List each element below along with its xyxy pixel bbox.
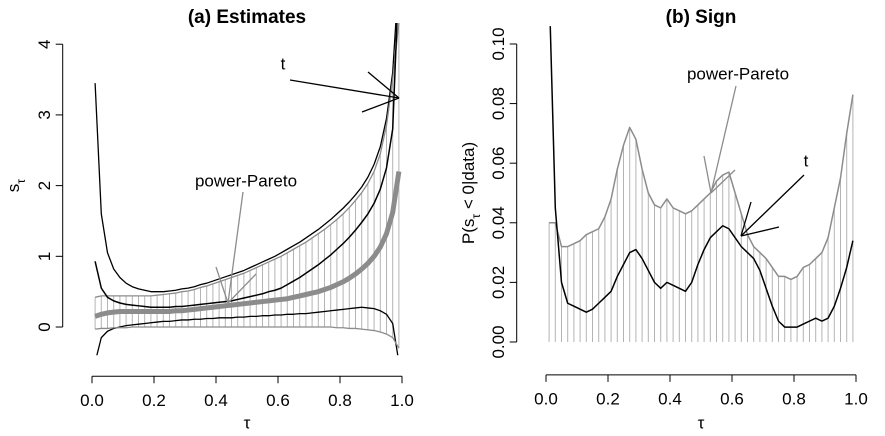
chart-title: (b) Sign [666, 7, 737, 28]
interval-line [95, 326, 400, 349]
plot-area [94, 23, 402, 356]
annotation: t [281, 54, 286, 73]
annotation-arrow [227, 191, 244, 304]
annotation: t [804, 151, 809, 170]
y-axis-label-part: < 0|data) [459, 142, 478, 214]
estimate-line [549, 94, 854, 281]
y-tick-label: 0.10 [489, 27, 508, 60]
x-tick-label: 0.0 [80, 391, 104, 410]
y-tick-label: 2 [35, 181, 54, 190]
annotation-arrow [367, 71, 400, 99]
estimate-line [94, 171, 402, 319]
interval-line [94, 23, 397, 293]
y-axis-label-part: τ [14, 179, 28, 184]
y-tick-label: 0.08 [489, 87, 508, 120]
x-tick-label: 0.0 [534, 389, 558, 408]
plot-area [548, 26, 854, 342]
y-axis-label: sτ [4, 179, 28, 193]
x-tick-label: 0.4 [204, 391, 228, 410]
annotation: power-Pareto [687, 64, 789, 83]
annotation-arrow [289, 79, 400, 99]
annotation-arrow [740, 201, 752, 237]
annotation-arrow [710, 169, 736, 194]
y-tick-label: 0.00 [489, 325, 508, 358]
annotation-arrow [740, 174, 805, 237]
x-tick-label: 0.6 [266, 391, 290, 410]
estimate-line [549, 26, 854, 328]
y-tick-label: 0.04 [489, 206, 508, 239]
y-tick-label: 0.06 [489, 147, 508, 180]
y-axis-label-part: s [4, 184, 23, 193]
y-tick-label: 0.02 [489, 266, 508, 299]
annotation: power-Pareto [195, 171, 297, 190]
annotation-arrow [215, 266, 229, 304]
annotation-arrow [703, 155, 712, 194]
y-tick-label: 1 [35, 252, 54, 261]
x-tick-label: 0.4 [658, 389, 682, 408]
y-axis-label-part: τ [469, 214, 483, 219]
y-axis-label-part: P(s [459, 219, 478, 245]
x-axis-label: τ [698, 413, 705, 432]
y-tick-label: 4 [35, 39, 54, 48]
y-axis-label: P(sτ < 0|data) [459, 142, 483, 244]
y-tick-label: 0 [35, 322, 54, 331]
annotation-arrow [227, 273, 257, 304]
y-tick-label: 3 [35, 110, 54, 119]
interval-line [94, 23, 400, 298]
interval-line [96, 306, 399, 356]
annotation-arrow [710, 85, 737, 194]
x-axis-label: τ [244, 413, 251, 432]
annotation-arrow [740, 226, 780, 237]
x-tick-label: 1.0 [844, 389, 868, 408]
x-tick-label: 0.2 [596, 389, 620, 408]
estimate-line [94, 23, 398, 308]
chart-title: (a) Estimates [188, 7, 306, 28]
x-tick-label: 0.6 [720, 389, 744, 408]
annotation-arrow [361, 97, 400, 113]
x-tick-label: 0.8 [328, 391, 352, 410]
x-tick-label: 0.8 [782, 389, 806, 408]
x-tick-label: 0.2 [142, 391, 166, 410]
x-tick-label: 1.0 [390, 391, 414, 410]
